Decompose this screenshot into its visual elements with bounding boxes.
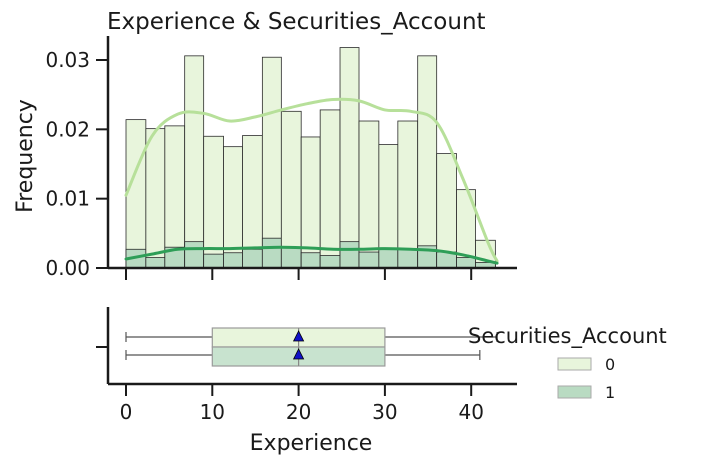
histogram-x-ticks	[125, 268, 473, 280]
legend-label-1: 1	[605, 383, 615, 402]
y-tick-label: 0.01	[45, 187, 90, 211]
bar-series-1	[184, 241, 205, 269]
x-tick-label: 0	[120, 400, 133, 424]
boxplot-axes	[96, 307, 517, 386]
bar-series-0	[164, 125, 186, 269]
bar-series-0	[184, 55, 205, 269]
legend: Securities_Account 0 1	[468, 324, 667, 402]
legend-swatch-0	[557, 357, 592, 371]
legend-label-0: 0	[605, 355, 615, 374]
y-tick-label: 0.00	[45, 256, 90, 280]
bar-series-1	[280, 246, 302, 269]
bar-series-1	[145, 257, 166, 269]
x-tick-label: 40	[458, 400, 483, 424]
bar-series-0	[280, 110, 302, 269]
bar-series-0	[125, 119, 147, 269]
histogram-axes	[106, 36, 517, 270]
x-axis-label: Experience	[250, 431, 373, 456]
bar-series-1	[300, 252, 321, 269]
bar-series-1	[223, 252, 243, 269]
bar-series-1	[319, 255, 341, 269]
bar-series-1	[339, 241, 360, 269]
histogram-bars	[125, 47, 496, 269]
bar-series-0	[397, 120, 419, 269]
kde-line-series-1	[124, 245, 499, 265]
legend-title: Securities_Account	[468, 324, 667, 349]
bar-series-1	[358, 251, 380, 269]
bar-series-1	[397, 248, 419, 269]
x-tick-label: 10	[200, 400, 225, 424]
bar-series-0	[261, 56, 282, 269]
x-ticks: 0 10 20 30 40	[120, 384, 484, 424]
bar-series-0	[319, 109, 341, 269]
x-tick-label: 20	[286, 400, 311, 424]
kde-line-series-0	[124, 97, 499, 263]
boxplots	[125, 327, 498, 367]
y-axis-label: Frequency	[13, 99, 38, 213]
chart-title: Experience & Securities_Account	[107, 9, 486, 35]
mean-marker	[292, 330, 305, 342]
y-tick-label: 0.03	[45, 48, 90, 72]
x-tick-label: 30	[372, 400, 397, 424]
legend-swatch-1	[557, 385, 592, 399]
bar-series-0	[145, 128, 166, 269]
bar-series-1	[378, 248, 399, 269]
bar-series-0	[339, 47, 360, 269]
bar-series-0	[417, 55, 438, 269]
bar-series-1	[261, 237, 282, 269]
bar-series-1	[242, 248, 263, 269]
bar-series-1	[203, 253, 224, 269]
boxplot-0	[125, 327, 498, 348]
boxplot-1	[125, 346, 481, 367]
bar-series-1	[456, 257, 476, 269]
mean-marker	[292, 348, 305, 360]
bar-series-0	[358, 120, 380, 269]
kde-curves	[124, 97, 499, 265]
y-ticks: 0.00 0.01 0.02 0.03	[45, 48, 108, 280]
y-tick-label: 0.02	[45, 117, 90, 141]
